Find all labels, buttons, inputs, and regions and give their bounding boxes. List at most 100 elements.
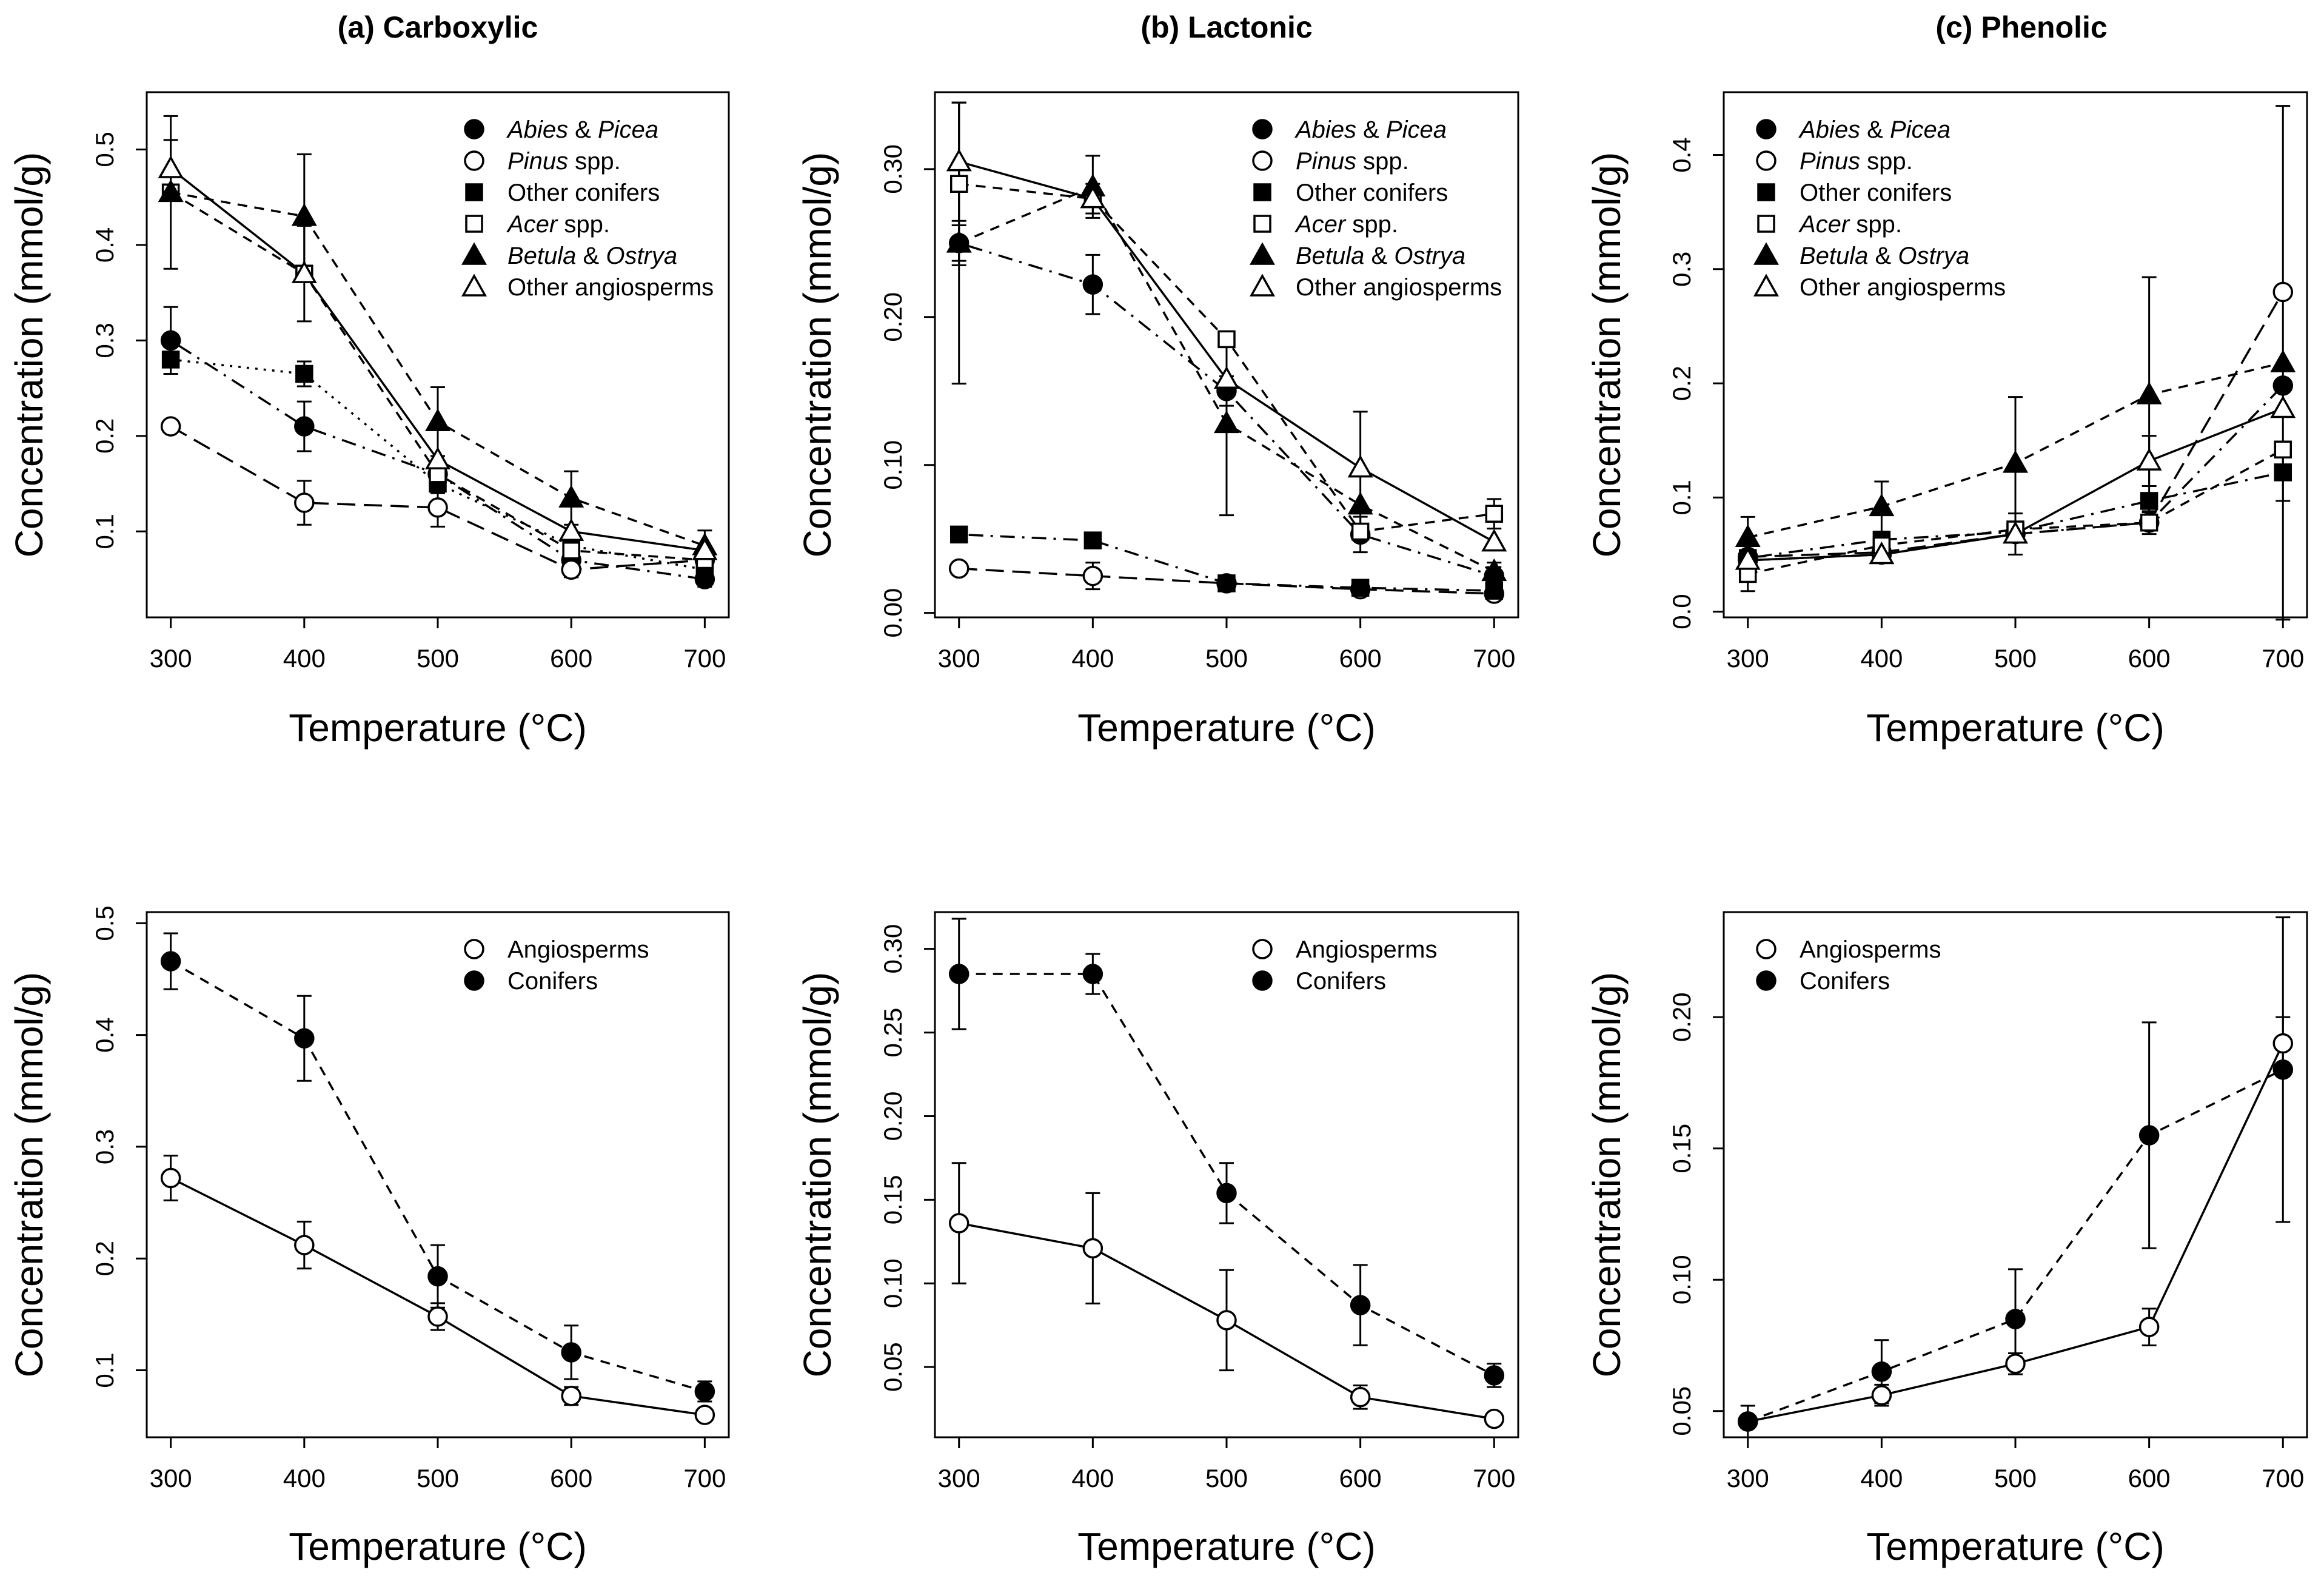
legend-label-part: Acer bbox=[1294, 211, 1347, 238]
x-axis-label: Temperature (°C) bbox=[1866, 706, 2165, 750]
panel-title-phenolic: (c) Phenolic bbox=[1935, 10, 2107, 44]
data-point bbox=[161, 351, 180, 369]
data-point bbox=[1481, 558, 1507, 582]
panel-title-lactonic: (b) Lactonic bbox=[1140, 10, 1312, 44]
data-point bbox=[1214, 366, 1239, 389]
legend-label: Abies & Picea bbox=[1798, 116, 1951, 143]
chart-a-bottom: 300 400 500 600 700 Temperature (°C) 0.1 0.2 0.3… bbox=[7, 905, 730, 1568]
legend-label-part: Abies bbox=[1798, 116, 1860, 143]
legend-label-part: & bbox=[1364, 243, 1394, 269]
legend-label-part: Angiosperms bbox=[507, 936, 649, 963]
data-point bbox=[2138, 1317, 2160, 1337]
legend-label-part: & bbox=[1860, 116, 1890, 143]
data-point bbox=[1485, 582, 1504, 600]
legend-marker bbox=[1252, 939, 1273, 959]
x-tick-label: 300 bbox=[150, 1464, 192, 1492]
data-point bbox=[1871, 1361, 1892, 1382]
legend-label-part: Other conifers bbox=[507, 180, 660, 206]
data-point bbox=[562, 542, 580, 560]
y-tick-label: 0.10 bbox=[1667, 1255, 1696, 1304]
data-point bbox=[946, 230, 972, 253]
legend: Abies & Picea Pinus spp. Other conifers Ace… bbox=[461, 116, 714, 301]
legend-label-part: Picea bbox=[1890, 116, 1951, 143]
legend: Angiosperms Conifers bbox=[1756, 936, 1941, 995]
legend-label-part: Ostrya bbox=[1898, 243, 1969, 269]
legend-label-part: spp. bbox=[1849, 211, 1902, 238]
legend-marker bbox=[1756, 970, 1776, 991]
y-axis-label: Concentration (mmol/g) bbox=[7, 152, 51, 558]
x-tick-label: 300 bbox=[938, 644, 980, 673]
legend-marker bbox=[464, 939, 484, 959]
y-tick-label: 0.3 bbox=[1667, 252, 1696, 287]
legend: Angiosperms Conifers bbox=[1252, 936, 1437, 995]
data-point bbox=[1216, 1310, 1237, 1331]
legend-marker bbox=[461, 242, 487, 265]
y-tick-label: 0.5 bbox=[90, 905, 119, 941]
legend-label-part: Other angiosperms bbox=[507, 274, 714, 301]
y-axis-label: Concentration (mmol/g) bbox=[795, 152, 839, 558]
y-tick-label: 0.00 bbox=[879, 588, 907, 638]
data-point bbox=[2272, 281, 2294, 303]
legend-label: Acer spp. bbox=[506, 211, 610, 238]
legend-marker bbox=[465, 215, 483, 233]
data-point bbox=[1737, 1411, 1758, 1432]
legend-marker bbox=[1253, 215, 1271, 233]
plots-group: 300 400 500 600 700 Temperature (°C) 0.1 0.2 0.3… bbox=[7, 91, 2308, 1568]
data-point bbox=[2136, 381, 2162, 404]
series-line bbox=[1747, 448, 2284, 576]
data-point bbox=[1347, 492, 1373, 515]
legend-label-part: Ostrya bbox=[1394, 243, 1465, 269]
data-point bbox=[2140, 513, 2158, 532]
x-tick-label: 500 bbox=[1205, 644, 1248, 673]
y-tick-label: 0.30 bbox=[879, 144, 907, 194]
data-point bbox=[160, 1167, 181, 1189]
x-tick-label: 700 bbox=[2262, 1464, 2304, 1492]
legend-label-part: Acer bbox=[506, 211, 558, 238]
data-point bbox=[1082, 1238, 1103, 1259]
legend-label-part: Other conifers bbox=[1296, 180, 1448, 206]
data-point bbox=[291, 260, 317, 283]
x-tick-label: 400 bbox=[283, 1464, 326, 1492]
data-point bbox=[1083, 531, 1102, 549]
x-tick-label: 400 bbox=[1860, 644, 1903, 673]
plot-frame bbox=[146, 91, 730, 619]
data-point bbox=[1082, 964, 1103, 984]
x-tick-label: 500 bbox=[1994, 644, 2037, 673]
x-tick-label: 600 bbox=[2128, 644, 2171, 673]
legend-label: Betula & Ostrya bbox=[1800, 243, 1969, 269]
legend-label: Abies & Picea bbox=[1294, 116, 1447, 143]
data-point bbox=[1217, 330, 1236, 349]
data-point bbox=[1216, 1183, 1237, 1204]
x-tick-label: 300 bbox=[938, 1464, 980, 1492]
legend-label-part: Picea bbox=[598, 116, 658, 143]
legend-marker bbox=[465, 183, 483, 201]
data-point bbox=[946, 149, 972, 172]
data-point bbox=[561, 559, 581, 580]
legend-label-part: & bbox=[568, 116, 598, 143]
y-tick-label: 0.1 bbox=[1667, 480, 1696, 515]
legend-label-part: Angiosperms bbox=[1296, 936, 1437, 963]
x-tick-label: 300 bbox=[1727, 1464, 1769, 1492]
legend-label-part: Abies bbox=[506, 116, 568, 143]
legend-label-part: Ostrya bbox=[606, 243, 677, 269]
y-tick-label: 0.4 bbox=[90, 1017, 119, 1052]
x-axis-label: Temperature (°C) bbox=[1866, 1525, 2165, 1568]
y-tick-label: 0.3 bbox=[90, 1129, 119, 1164]
legend-label-part: spp. bbox=[1860, 148, 1913, 175]
legend-label-part: Betula bbox=[507, 243, 576, 269]
data-point bbox=[1484, 1365, 1505, 1386]
y-tick-label: 0.20 bbox=[879, 292, 907, 342]
data-point bbox=[1082, 274, 1103, 295]
chart-c-top: 300 400 500 600 700 Temperature (°C) 0.0 0.1 0.2… bbox=[1585, 91, 2308, 750]
legend-label-part: spp. bbox=[568, 148, 621, 175]
legend-marker bbox=[464, 150, 484, 171]
data-point bbox=[427, 1266, 448, 1287]
legend-label-part: spp. bbox=[557, 211, 610, 238]
x-tick-label: 300 bbox=[1727, 644, 1769, 673]
data-point bbox=[2140, 492, 2158, 510]
legend-label: Pinus spp. bbox=[1296, 148, 1409, 175]
legend-label-part: spp. bbox=[1345, 211, 1398, 238]
x-tick-label: 600 bbox=[1339, 1464, 1382, 1492]
x-tick-label: 400 bbox=[1071, 644, 1114, 673]
legend-marker bbox=[1753, 242, 1779, 265]
